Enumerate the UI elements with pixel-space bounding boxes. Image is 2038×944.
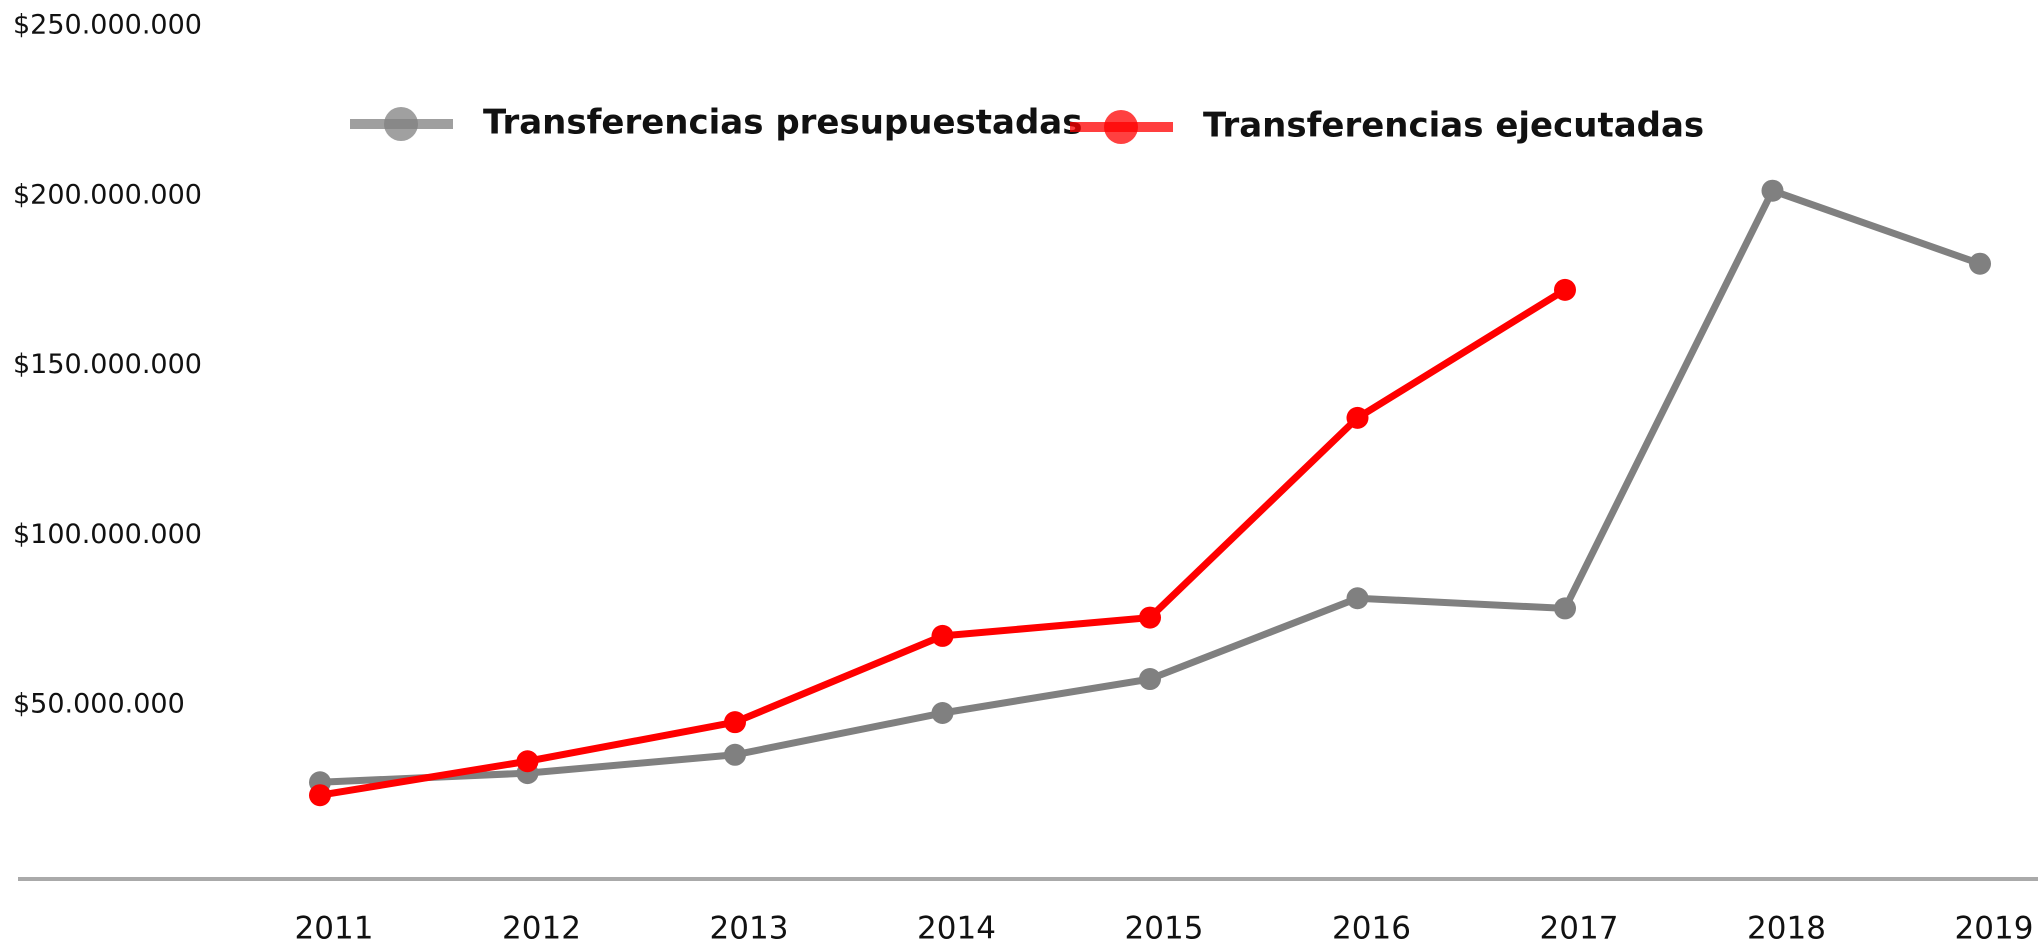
x-tick-label: 2012	[502, 911, 581, 944]
x-tick-label: 2015	[1125, 911, 1204, 944]
series-line	[319, 187, 1982, 786]
x-tick-label: 2019	[1955, 911, 2034, 944]
x-tick-label: 2011	[295, 911, 374, 944]
x-tick-label: 2017	[1540, 911, 1619, 944]
point	[1139, 668, 1161, 691]
point	[1969, 252, 1991, 275]
y-tick-label: $200.000.000	[13, 179, 202, 210]
point	[1554, 597, 1576, 620]
point	[931, 702, 954, 725]
x-tick-label: 2016	[1332, 911, 1411, 944]
point	[1554, 278, 1576, 301]
y-tick-label: $100.000.000	[13, 519, 202, 550]
point	[516, 750, 539, 773]
legend-label: Transferencias ejecutadas	[1203, 106, 1704, 146]
legend-label: Transferencias presupuestadas	[483, 103, 1082, 143]
legend-marker	[384, 107, 418, 141]
point	[1761, 179, 1784, 202]
point	[309, 784, 331, 807]
x-tick-label: 2013	[710, 911, 789, 944]
x-tick-label: 2014	[917, 911, 996, 944]
point	[724, 743, 746, 766]
y-tick-label: $250.000.000	[13, 10, 202, 41]
y-tick-label: $150.000.000	[13, 349, 202, 380]
point	[931, 624, 954, 647]
point	[1139, 606, 1161, 629]
point	[724, 711, 746, 734]
legend-marker	[1104, 110, 1138, 144]
x-tick-label: 2018	[1747, 911, 1826, 944]
y-tick-label: $50.000.000	[13, 689, 185, 720]
point	[1346, 587, 1369, 610]
point	[1346, 406, 1369, 429]
